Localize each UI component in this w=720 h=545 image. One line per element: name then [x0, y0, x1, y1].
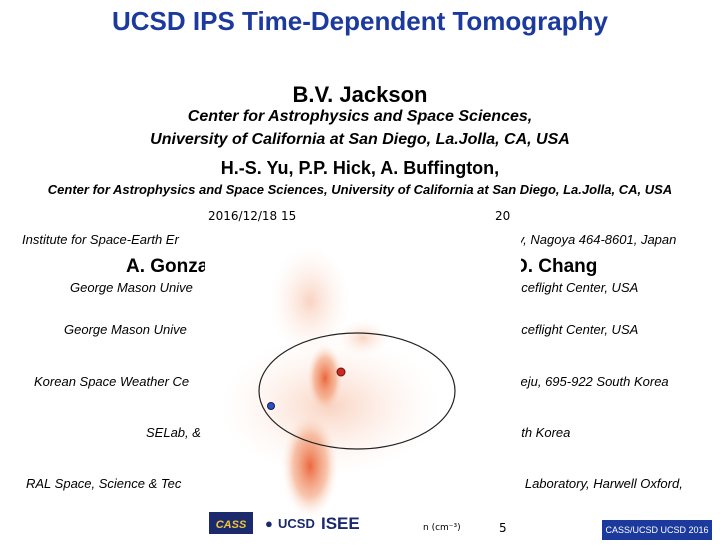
ral-right-text: n Laboratory, Harwell Oxford, — [514, 476, 683, 491]
main-author: B.V. Jackson — [292, 82, 428, 107]
cass-logo — [209, 512, 253, 534]
cass-logo-text: CASS — [216, 519, 247, 531]
affiliation-line-1: Center for Astrophysics and Space Scienc… — [187, 108, 533, 125]
gmu2-right-text: aceflight Center, USA — [514, 322, 639, 337]
density-lobe-north — [270, 246, 350, 356]
footer-badge: CASS/UCSD UCSD 2016 — [602, 520, 712, 540]
scale-bottom-label: 5 — [499, 521, 507, 535]
ksw-right-text: Jeju, 695-922 South Korea — [514, 374, 669, 389]
sun-marker-icon — [336, 367, 346, 377]
earth-orbit-ellipse — [258, 332, 456, 450]
gmu1-left-text: George Mason Unive — [70, 280, 193, 295]
isee-logo: ISEE — [321, 514, 360, 533]
selab-right-text: uth Korea — [514, 425, 571, 440]
page-title: UCSD IPS Time-Dependent Tomography — [112, 6, 608, 36]
ral-left-text: RAL Space, Science & Tec — [26, 476, 182, 491]
names-left-text: A. Gonza — [126, 256, 209, 277]
affiliation-line-2: University of California at San Diego, L… — [150, 131, 570, 148]
scale-top-label: 20 — [495, 209, 510, 223]
names-right-text: D. Chang — [514, 256, 598, 277]
selab-left-text: SELab, & — [146, 425, 201, 440]
density-core — [307, 344, 343, 412]
isee-right-text: ty, Nagoya 464-8601, Japan — [514, 232, 677, 247]
gmu2-left-text: George Mason Unive — [64, 322, 187, 337]
ucsd-logo-text: ● — [265, 516, 273, 531]
density-lobe-east — [337, 320, 389, 356]
tomography-image-overlay: 2016/12/18 15 20 CASS ● UCSD ISEE n (cm⁻… — [205, 206, 521, 540]
gmu1-right-text: aceflight Center, USA — [514, 280, 639, 295]
density-lobe-south — [282, 414, 338, 518]
density-unit-label: n (cm⁻³) — [423, 523, 461, 533]
density-map: 2016/12/18 15 20 CASS ● UCSD ISEE n (cm⁻… — [208, 209, 510, 535]
timestamp-label: 2016/12/18 15 — [208, 209, 296, 223]
isee-left-text: Institute for Space-Earth Er — [22, 232, 179, 247]
ucsd-logo: UCSD — [278, 516, 315, 531]
co-author-affiliation: Center for Astrophysics and Space Scienc… — [47, 182, 673, 197]
earth-marker-icon — [267, 402, 275, 410]
ksw-left-text: Korean Space Weather Ce — [34, 374, 190, 389]
co-authors: H.-S. Yu, P.P. Hick, A. Buffington, — [220, 158, 500, 178]
